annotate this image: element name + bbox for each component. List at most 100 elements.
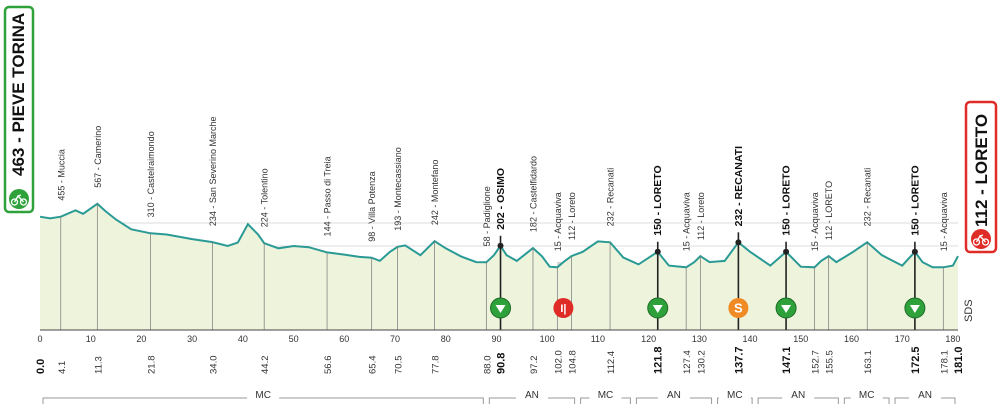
km-marker-label: 152.7 [810, 350, 821, 374]
start-bike-icon [9, 189, 29, 209]
km-marker-label: 121.8 [653, 346, 665, 374]
finish-bike-wheel-icon [981, 238, 990, 246]
x-tick-label: 20 [136, 334, 146, 344]
region-label: MC [727, 390, 743, 401]
region-label: AN [525, 390, 539, 401]
place-label: 112 - Loreto [696, 192, 706, 240]
place-dot [911, 248, 918, 255]
place-label: 232 - Recanati [606, 168, 616, 227]
region-label-bg [657, 388, 690, 400]
x-tick-label: 160 [844, 334, 859, 344]
km-marker-label: 70.5 [394, 356, 405, 375]
down-arrow-icon [652, 305, 663, 313]
km-marker-label: 130.2 [696, 350, 707, 374]
elevation-line [39, 202, 959, 269]
place-label: 150 - LORETO [781, 165, 793, 235]
place-label: 232 - RECANATI [733, 146, 745, 226]
finish-badge: 112 - LORETO [964, 100, 998, 254]
region-label: MC [859, 390, 875, 401]
region-label: AN [918, 390, 932, 401]
km-marker-label: 178.1 [939, 350, 950, 374]
place-label: 112 - LORETO [824, 181, 834, 240]
km-marker-label: 21.8 [147, 356, 158, 375]
place-label: 15 - Acquaviva [939, 192, 949, 251]
km-marker-label: 127.4 [682, 350, 693, 374]
place-label: 58 - Padiglione [482, 186, 492, 246]
finish-badge-frame [964, 100, 998, 254]
region-label-bg [909, 388, 942, 400]
place-label: 150 - LORETO [909, 165, 921, 235]
axis-layer: 0 10 20 30 40 50 60 70 80 90 100 110 120 130 140 150 160… [35, 329, 965, 375]
km-marker-label: 102.0 [553, 350, 564, 374]
x-tick-label: 80 [441, 334, 451, 344]
x-tick-label: 100 [540, 334, 555, 344]
km-marker-label: 172.5 [910, 346, 922, 374]
elevation-area [40, 203, 958, 330]
x-tick-label: 30 [187, 334, 197, 344]
feed-zone-glyph: I| [560, 303, 566, 315]
km-marker-label: 137.7 [733, 346, 745, 374]
sprint-icon [728, 298, 749, 318]
x-tick-label: 130 [692, 334, 707, 344]
place-label: 15 - Acquaviva [810, 192, 820, 251]
km-marker-label: 104.8 [568, 350, 579, 374]
place-label: 182 - Castelfidardo [528, 156, 538, 232]
km-marker-label: 181.0 [953, 346, 965, 374]
finish-bike-wheel-icon [972, 238, 981, 246]
km-marker-label: 0.0 [35, 359, 47, 374]
feed-zone-icon [553, 298, 574, 318]
region-label-bg [850, 388, 883, 400]
sprint-glyph: S [734, 301, 743, 316]
place-label: 193 - Montecassiano [393, 147, 403, 231]
place-dot [654, 248, 661, 255]
start-bike-wheel-icon [19, 198, 28, 206]
place-label: 234 - San Severino Marche [208, 117, 218, 227]
place-label: 567 - Camerino [93, 126, 103, 188]
region-label-bg [718, 388, 751, 400]
place-dot [497, 242, 504, 249]
region-label: MC [255, 390, 271, 401]
km-marker-label: 77.8 [431, 356, 442, 375]
x-tick-label: 150 [793, 334, 808, 344]
x-tick-label: 60 [339, 334, 349, 344]
x-tick-label: 40 [238, 334, 248, 344]
place-label: 202 - OSIMO [495, 168, 507, 230]
km-marker-label: 147.1 [781, 346, 793, 374]
place-label: 98 - Villa Potenza [367, 171, 377, 241]
km-marker-label: 56.6 [323, 356, 334, 375]
start-badge-frame [3, 5, 35, 214]
km-marker-label: 11.3 [93, 356, 104, 374]
x-tick-label: 170 [895, 334, 910, 344]
km-marker-label: 163.1 [863, 350, 874, 374]
place-label: 112 - Loreto [567, 192, 577, 240]
x-tick-label: 120 [641, 334, 656, 344]
x-tick-label: 0 [37, 334, 42, 344]
place-label: 310 - Castelraimondo [146, 131, 156, 217]
x-tick-label: 180 [945, 334, 960, 344]
x-tick-label: 140 [743, 334, 758, 344]
icon-layer: I| S [490, 297, 926, 319]
km-marker-label: 90.8 [496, 353, 508, 374]
place-label: 15 - Acquaviva [682, 192, 692, 251]
down-arrow-icon [909, 305, 920, 313]
finish-bike-icon [971, 229, 991, 249]
down-arrow-icon [781, 305, 792, 313]
sds-label: SDS [963, 299, 975, 322]
km-marker-label: 34.0 [208, 356, 219, 375]
start-badge: 463 - PIEVE TORINA [3, 5, 35, 214]
region-label-bg [247, 388, 280, 400]
place-dot [783, 248, 790, 255]
region-label: AN [791, 390, 805, 401]
place-dot [735, 239, 742, 246]
place-label: 144 - Passo di Treia [323, 156, 333, 236]
place-label: 455 - Muccia [56, 149, 66, 201]
x-tick-label: 70 [390, 334, 400, 344]
region-label-bg [589, 388, 622, 400]
km-marker-label: 155.5 [825, 350, 836, 374]
place-label: 15 - Acquaviva [553, 192, 563, 251]
region-label: AN [667, 390, 681, 401]
x-tick-label: 90 [491, 334, 501, 344]
region-label: MC [598, 390, 614, 401]
km-marker-label: 44.2 [260, 356, 271, 375]
